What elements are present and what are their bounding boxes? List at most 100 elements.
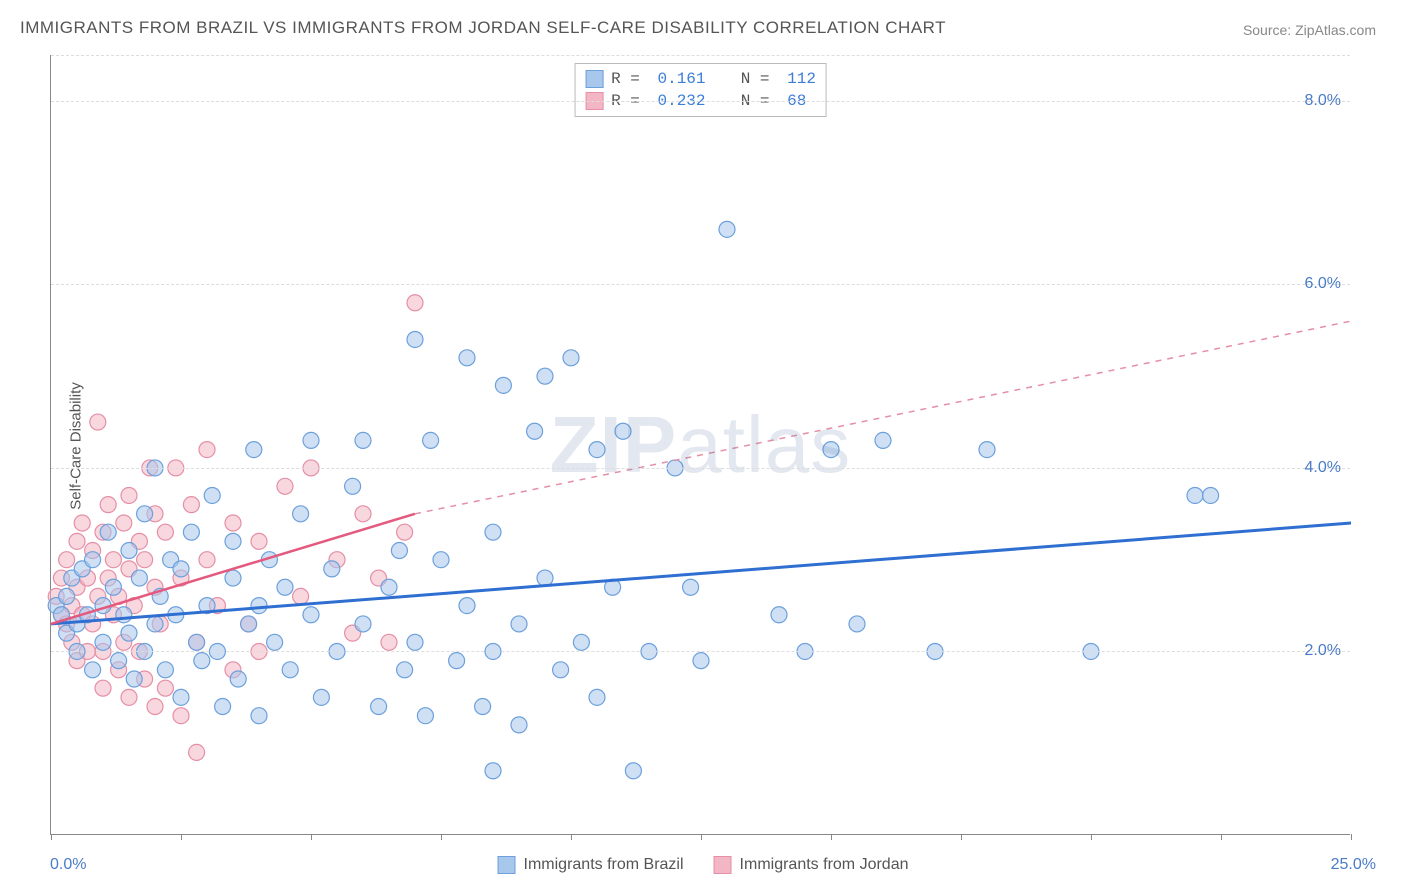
scatter-point: [1187, 487, 1203, 503]
scatter-point: [157, 524, 173, 540]
x-tick: [51, 834, 52, 840]
scatter-point: [345, 478, 361, 494]
chart-container: IMMIGRANTS FROM BRAZIL VS IMMIGRANTS FRO…: [0, 0, 1406, 892]
scatter-point: [355, 432, 371, 448]
scatter-point: [875, 432, 891, 448]
scatter-point: [225, 515, 241, 531]
x-tick: [701, 834, 702, 840]
legend-item-jordan: Immigrants from Jordan: [714, 856, 909, 874]
scatter-point: [282, 662, 298, 678]
scatter-point: [625, 763, 641, 779]
scatter-point: [183, 497, 199, 513]
scatter-point: [251, 708, 267, 724]
scatter-point: [137, 552, 153, 568]
scatter-point: [485, 763, 501, 779]
scatter-point: [277, 478, 293, 494]
x-tick: [571, 834, 572, 840]
scatter-point: [355, 616, 371, 632]
legend-label-jordan: Immigrants from Jordan: [740, 856, 909, 874]
gridline: [51, 468, 1350, 469]
scatter-point: [1203, 487, 1219, 503]
scatter-point: [90, 414, 106, 430]
scatter-point: [85, 662, 101, 678]
scatter-point: [126, 671, 142, 687]
scatter-point: [189, 744, 205, 760]
scatter-point: [246, 442, 262, 458]
x-axis-max-label: 25.0%: [1331, 856, 1376, 874]
scatter-point: [116, 607, 132, 623]
x-tick: [311, 834, 312, 840]
scatter-point: [449, 653, 465, 669]
legend-label-brazil: Immigrants from Brazil: [524, 856, 684, 874]
scatter-point: [589, 689, 605, 705]
source-label: Source: ZipAtlas.com: [1243, 22, 1376, 38]
x-tick: [1221, 834, 1222, 840]
scatter-point: [313, 689, 329, 705]
scatter-point: [74, 515, 90, 531]
scatter-point: [267, 634, 283, 650]
scatter-point: [111, 653, 127, 669]
scatter-point: [121, 689, 137, 705]
scatter-point: [173, 561, 189, 577]
scatter-point: [589, 442, 605, 458]
scatter-point: [116, 515, 132, 531]
scatter-point: [979, 442, 995, 458]
x-tick: [441, 834, 442, 840]
scatter-point: [293, 588, 309, 604]
scatter-point: [563, 350, 579, 366]
scatter-point: [131, 570, 147, 586]
scatter-point: [100, 524, 116, 540]
scatter-point: [121, 625, 137, 641]
scatter-point: [147, 616, 163, 632]
y-tick-label: 8.0%: [1305, 92, 1341, 110]
scatter-point: [147, 699, 163, 715]
x-axis-min-label: 0.0%: [50, 856, 86, 874]
y-tick-label: 4.0%: [1305, 459, 1341, 477]
scatter-point: [485, 524, 501, 540]
scatter-point: [251, 533, 267, 549]
scatter-point: [693, 653, 709, 669]
scatter-point: [537, 368, 553, 384]
x-tick: [1351, 834, 1352, 840]
scatter-point: [527, 423, 543, 439]
y-tick-label: 2.0%: [1305, 642, 1341, 660]
y-tick-label: 6.0%: [1305, 275, 1341, 293]
plot-svg: [51, 55, 1350, 834]
scatter-point: [69, 533, 85, 549]
x-tick: [961, 834, 962, 840]
scatter-point: [417, 708, 433, 724]
scatter-point: [121, 543, 137, 559]
scatter-point: [371, 699, 387, 715]
scatter-point: [204, 487, 220, 503]
scatter-point: [225, 570, 241, 586]
scatter-point: [137, 506, 153, 522]
scatter-point: [511, 616, 527, 632]
scatter-point: [241, 616, 257, 632]
scatter-point: [85, 552, 101, 568]
scatter-point: [381, 634, 397, 650]
scatter-point: [199, 552, 215, 568]
trendline-brazil: [51, 523, 1351, 624]
chart-title: IMMIGRANTS FROM BRAZIL VS IMMIGRANTS FRO…: [20, 18, 946, 38]
scatter-point: [59, 552, 75, 568]
scatter-point: [303, 607, 319, 623]
scatter-point: [251, 598, 267, 614]
bottom-legend: Immigrants from Brazil Immigrants from J…: [498, 856, 909, 874]
scatter-point: [407, 295, 423, 311]
scatter-point: [381, 579, 397, 595]
scatter-point: [397, 524, 413, 540]
scatter-point: [95, 680, 111, 696]
scatter-point: [495, 377, 511, 393]
plot-area: ZIPatlas R = 0.161 N = 112 R = 0.232 N =…: [50, 55, 1350, 835]
scatter-point: [194, 653, 210, 669]
scatter-point: [459, 350, 475, 366]
scatter-point: [105, 579, 121, 595]
scatter-point: [849, 616, 865, 632]
scatter-point: [391, 543, 407, 559]
scatter-point: [823, 442, 839, 458]
correlation-row-brazil: R = 0.161 N = 112: [585, 68, 816, 90]
scatter-point: [511, 717, 527, 733]
scatter-point: [293, 506, 309, 522]
x-tick: [181, 834, 182, 840]
scatter-point: [433, 552, 449, 568]
